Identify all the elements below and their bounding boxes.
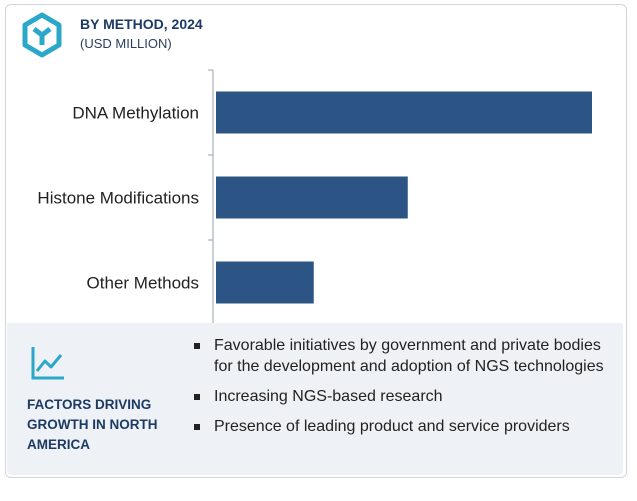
bar-dna-methylation: [216, 91, 592, 134]
trend-line-icon: [31, 347, 64, 380]
factor-item: Presence of leading product and service …: [192, 416, 612, 437]
category-labels-layer: DNA Methylation Histone Modifications Othe…: [37, 104, 199, 293]
chart-subtitle: (USD MILLION): [80, 36, 172, 51]
axis-ticks-layer: [208, 69, 213, 326]
factor-item: Increasing NGS-based research: [192, 386, 612, 407]
factor-text: Presence of leading product and service …: [214, 418, 570, 435]
bullet-icon: [194, 424, 200, 430]
chart-title: BY METHOD, 2024: [80, 16, 203, 32]
factor-text: Favorable initiatives by government and …: [214, 337, 604, 375]
bar-histone-modifications: [216, 176, 408, 219]
bullet-icon: [194, 394, 200, 400]
category-label: Histone Modifications: [37, 189, 199, 208]
factor-text: Increasing NGS-based research: [214, 388, 443, 405]
factors-panel: FACTORS DRIVING GROWTH IN NORTH AMERICA …: [7, 323, 623, 475]
factor-item: Favorable initiatives by government and …: [192, 335, 612, 377]
factors-list: Favorable initiatives by government and …: [192, 335, 612, 446]
category-label: Other Methods: [87, 274, 199, 293]
factors-title: FACTORS DRIVING GROWTH IN NORTH AMERICA: [27, 397, 158, 452]
bullet-icon: [194, 343, 200, 349]
bar-chart: DNA Methylation Histone Modifications Othe…: [37, 69, 592, 326]
bars-layer: [216, 91, 592, 304]
bar-other-methods: [216, 261, 314, 304]
category-label: DNA Methylation: [72, 104, 199, 123]
hexagon-logo-icon: [22, 12, 62, 58]
